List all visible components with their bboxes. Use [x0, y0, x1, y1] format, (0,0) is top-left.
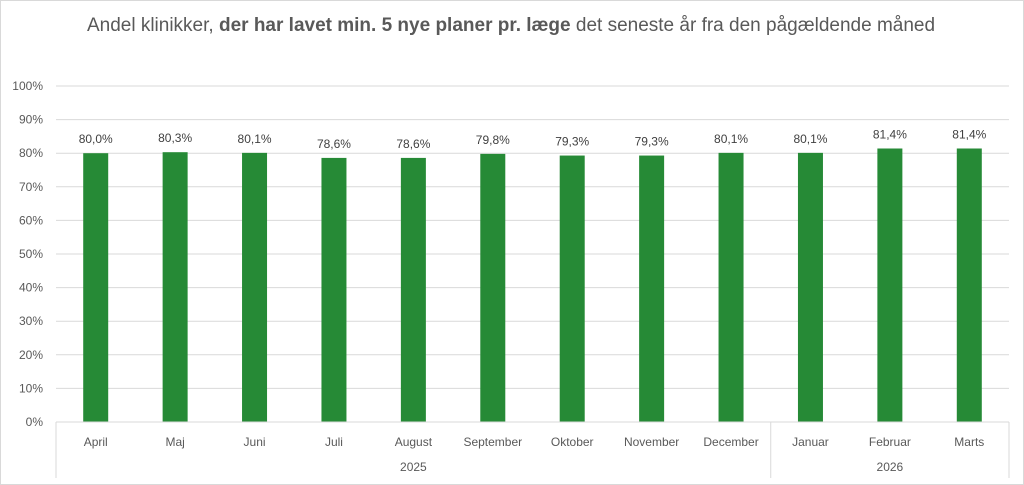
bar — [321, 157, 347, 423]
group-label: 2025 — [400, 460, 427, 474]
bar — [83, 153, 109, 422]
x-tick-label: November — [624, 435, 679, 449]
x-tick-label: Maj — [165, 435, 184, 449]
x-tick-label: Januar — [792, 435, 829, 449]
data-label: 79,3% — [555, 135, 589, 149]
y-tick-label: 90% — [19, 113, 43, 127]
data-label: 81,4% — [952, 127, 986, 141]
y-tick-label: 100% — [12, 79, 43, 93]
y-tick-label: 80% — [19, 146, 43, 160]
bar — [639, 155, 665, 422]
bar — [480, 153, 506, 422]
group-label: 2026 — [877, 460, 904, 474]
data-label: 79,8% — [476, 133, 510, 147]
data-label: 80,3% — [158, 131, 192, 145]
bar — [242, 152, 268, 422]
data-label: 78,6% — [396, 137, 430, 151]
bar — [400, 157, 426, 423]
bar — [162, 152, 188, 422]
data-label: 80,0% — [79, 132, 113, 146]
data-label: 81,4% — [873, 127, 907, 141]
bar — [956, 148, 982, 422]
bar — [877, 148, 903, 422]
y-tick-label: 40% — [19, 281, 43, 295]
y-tick-label: 20% — [19, 348, 43, 362]
chart-title-bold: der har lavet min. 5 nye planer pr. læge — [218, 15, 571, 36]
x-tick-label: Februar — [869, 435, 911, 449]
data-label: 79,3% — [635, 135, 669, 149]
x-tick-label: December — [703, 435, 758, 449]
x-tick-label: Oktober — [551, 435, 594, 449]
y-tick-label: 10% — [19, 381, 43, 395]
data-label: 80,1% — [793, 132, 827, 146]
y-tick-label: 0% — [26, 415, 44, 429]
x-tick-label: Juni — [244, 435, 266, 449]
x-tick-label: Juli — [325, 435, 343, 449]
data-label: 80,1% — [714, 132, 748, 146]
y-tick-label: 60% — [19, 213, 43, 227]
bar — [718, 152, 744, 422]
x-tick-label: Marts — [954, 435, 984, 449]
y-tick-label: 70% — [19, 180, 43, 194]
data-label: 80,1% — [238, 132, 272, 146]
x-tick-label: September — [463, 435, 522, 449]
x-tick-label: April — [84, 435, 108, 449]
data-label: 78,6% — [317, 137, 351, 151]
bar — [797, 152, 823, 422]
x-tick-label: August — [395, 435, 433, 449]
bar — [559, 155, 585, 422]
chart-title-suffix: det seneste år fra den pågældende måned — [570, 15, 936, 36]
chart-title: Andel klinikker, der har lavet min. 5 ny… — [61, 13, 961, 39]
y-tick-label: 50% — [19, 247, 43, 261]
chart-title-prefix: Andel klinikker, — [86, 15, 219, 36]
y-tick-label: 30% — [19, 314, 43, 328]
